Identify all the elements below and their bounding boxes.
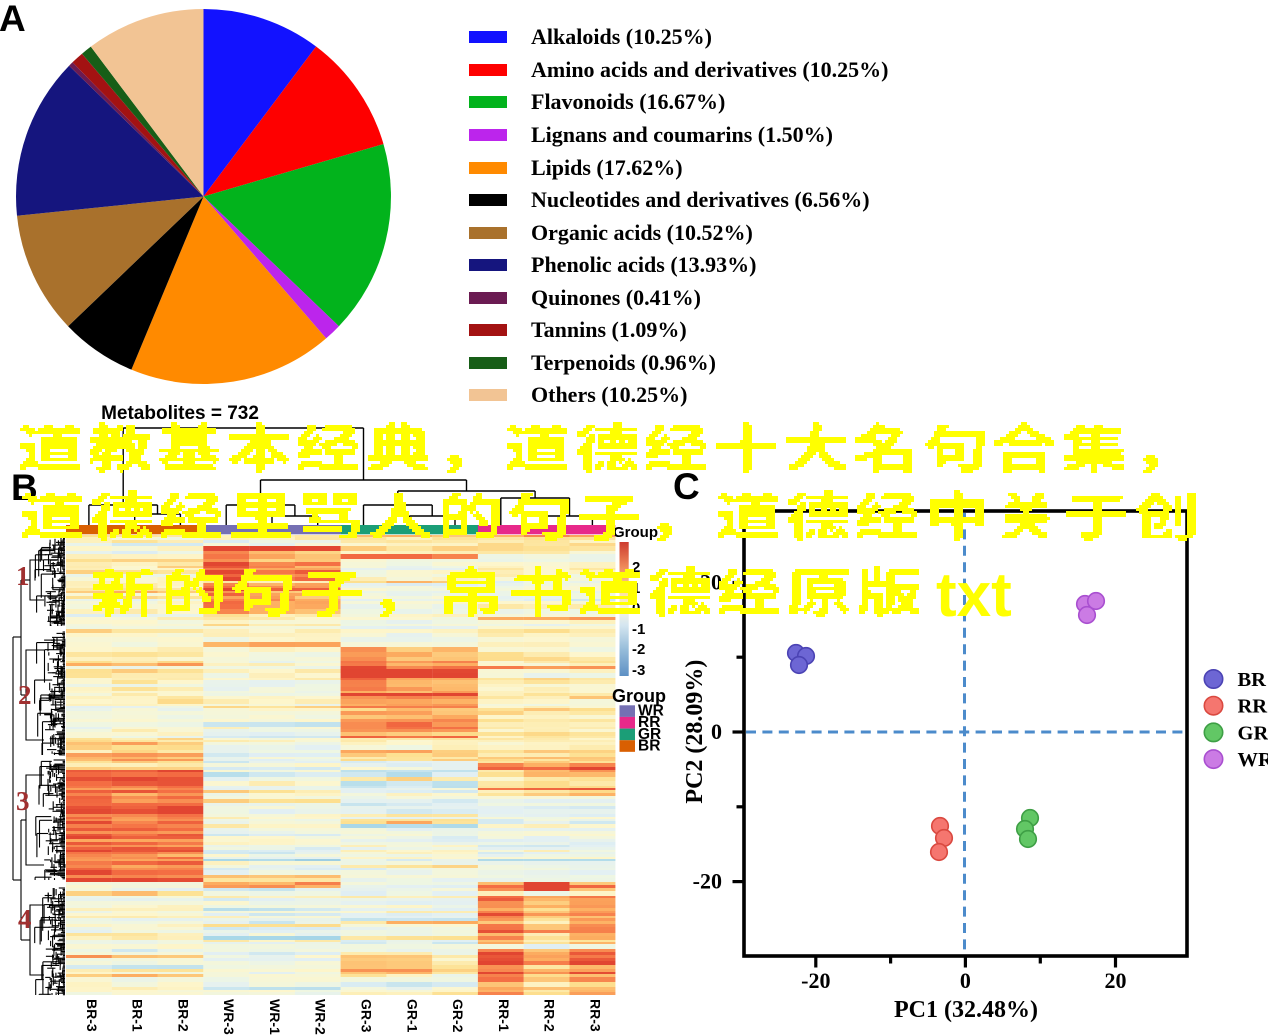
svg-text:BR-2: BR-2: [175, 999, 191, 1032]
svg-text:GR-2: GR-2: [450, 999, 466, 1033]
svg-text:1: 1: [16, 561, 30, 591]
svg-text:RR: RR: [1238, 696, 1268, 718]
svg-text:txt: txt: [936, 561, 1012, 630]
svg-text:WR-1: WR-1: [267, 999, 283, 1035]
svg-text:-1: -1: [632, 621, 645, 638]
svg-text:4: 4: [18, 904, 32, 934]
svg-text:BR-3: BR-3: [84, 999, 100, 1032]
svg-text:BR: BR: [638, 737, 660, 754]
svg-text:0: 0: [711, 719, 722, 744]
svg-text:RR-3: RR-3: [587, 999, 603, 1032]
svg-text:GR: GR: [1238, 722, 1268, 744]
svg-text:0: 0: [960, 968, 971, 993]
svg-text:3: 3: [16, 786, 30, 816]
svg-text:2: 2: [632, 559, 640, 576]
svg-text:BR-1: BR-1: [130, 999, 146, 1032]
svg-text:RR: RR: [638, 714, 660, 731]
svg-text:-2: -2: [632, 641, 645, 658]
svg-text:-20: -20: [801, 968, 830, 993]
svg-text:Group: Group: [613, 524, 658, 541]
svg-text:-20: -20: [693, 869, 722, 894]
svg-text:-3: -3: [632, 662, 645, 679]
svg-text:GR-1: GR-1: [404, 999, 420, 1033]
svg-text:PC1 (32.48%): PC1 (32.48%): [894, 997, 1038, 1023]
svg-text:Group: Group: [612, 686, 666, 706]
svg-text:20: 20: [1105, 968, 1127, 993]
svg-text:RR-2: RR-2: [542, 999, 558, 1032]
svg-text:WR: WR: [1238, 749, 1268, 771]
svg-text:BR: BR: [1238, 669, 1267, 691]
svg-text:GR: GR: [638, 726, 661, 743]
svg-text:WR-3: WR-3: [221, 999, 237, 1035]
svg-text:WR: WR: [638, 703, 664, 720]
svg-text:WR-2: WR-2: [313, 999, 329, 1035]
svg-text:GR-3: GR-3: [359, 999, 375, 1033]
svg-text:RR-1: RR-1: [496, 999, 512, 1032]
svg-text:PC2 (28.09%): PC2 (28.09%): [682, 660, 708, 804]
svg-text:2: 2: [18, 680, 32, 710]
